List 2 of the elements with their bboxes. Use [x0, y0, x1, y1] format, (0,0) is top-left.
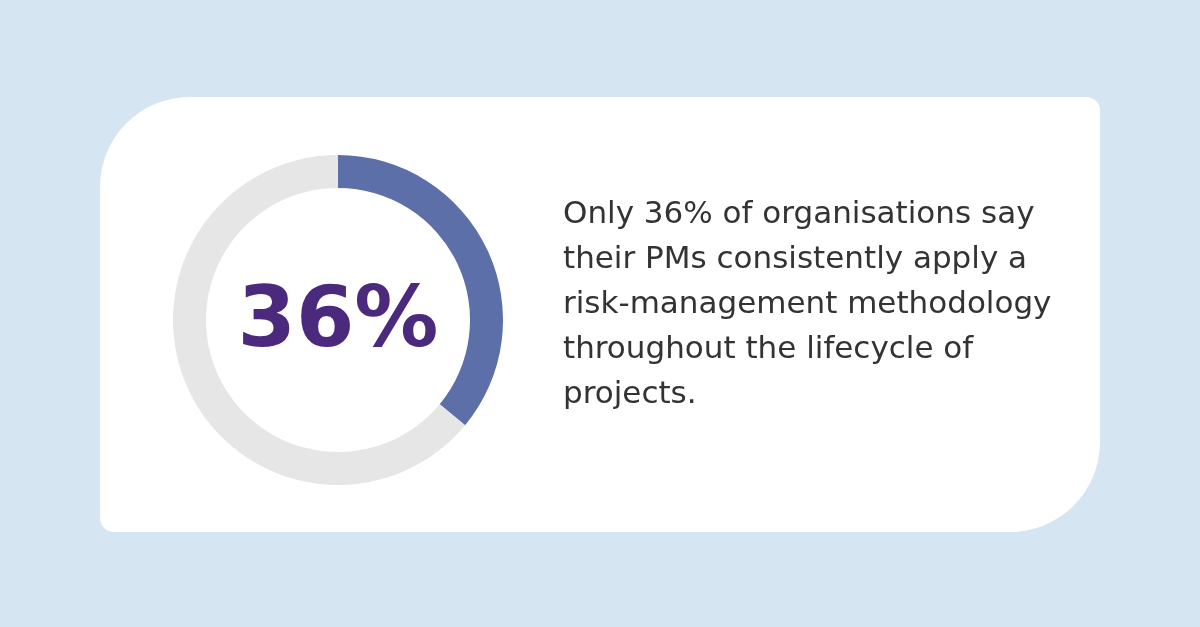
data-label: 36% — [237, 267, 439, 366]
text: Only 36% of organisations say their PMs consistently apply a risk-management methodology throughout the lifecycle of projects. — [563, 193, 1053, 412]
